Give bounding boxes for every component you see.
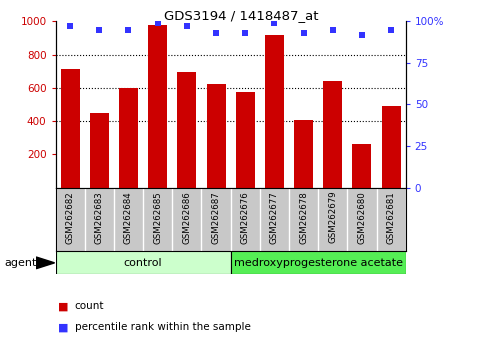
Text: GSM262685: GSM262685	[153, 191, 162, 244]
Point	[270, 20, 278, 26]
Text: agent: agent	[5, 258, 37, 268]
Point	[183, 23, 191, 29]
Text: medroxyprogesterone acetate: medroxyprogesterone acetate	[234, 258, 403, 268]
Bar	[61, 69, 80, 188]
Point	[329, 27, 337, 32]
Bar	[236, 92, 255, 188]
Bar	[353, 143, 371, 188]
Text: GSM262682: GSM262682	[66, 191, 75, 244]
Text: GSM262683: GSM262683	[95, 191, 104, 244]
Point	[66, 23, 74, 29]
Point	[358, 32, 366, 38]
Bar	[56, 251, 231, 274]
Text: percentile rank within the sample: percentile rank within the sample	[75, 322, 251, 332]
Point	[96, 27, 103, 32]
Text: GSM262681: GSM262681	[386, 191, 396, 244]
Bar	[177, 72, 197, 188]
Text: GSM262676: GSM262676	[241, 191, 250, 244]
Bar	[119, 88, 138, 188]
Text: GSM262680: GSM262680	[357, 191, 367, 244]
Text: ■: ■	[58, 301, 69, 311]
Point	[154, 20, 161, 26]
Text: count: count	[75, 301, 104, 311]
Bar	[265, 35, 284, 188]
Bar	[323, 81, 342, 188]
Text: ■: ■	[58, 322, 69, 332]
Text: GSM262679: GSM262679	[328, 191, 337, 244]
Bar	[231, 251, 406, 274]
Text: GSM262686: GSM262686	[183, 191, 191, 244]
Bar	[207, 85, 226, 188]
Text: control: control	[124, 258, 162, 268]
Text: GSM262684: GSM262684	[124, 191, 133, 244]
Point	[387, 27, 395, 32]
Point	[300, 30, 308, 36]
Bar	[90, 113, 109, 188]
Text: GSM262687: GSM262687	[212, 191, 221, 244]
Bar	[382, 106, 400, 188]
Text: GSM262677: GSM262677	[270, 191, 279, 244]
Point	[242, 30, 249, 36]
Polygon shape	[36, 257, 55, 269]
Bar	[294, 120, 313, 188]
Bar	[148, 24, 167, 188]
Text: GSM262678: GSM262678	[299, 191, 308, 244]
Point	[125, 27, 132, 32]
Point	[212, 30, 220, 36]
Text: GDS3194 / 1418487_at: GDS3194 / 1418487_at	[164, 9, 319, 22]
